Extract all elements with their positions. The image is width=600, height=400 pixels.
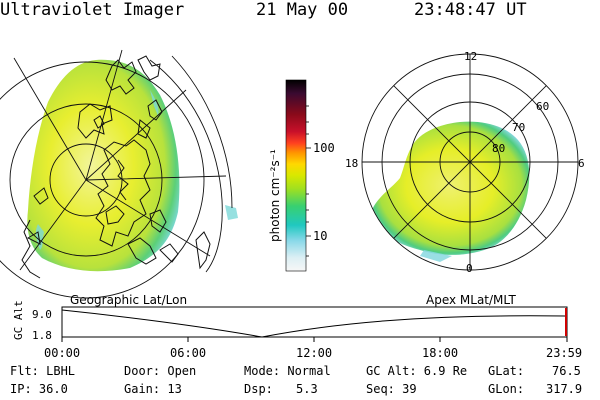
mlt-label-12: 12 <box>464 50 477 63</box>
time-tick-1200: 12:00 <box>296 346 332 360</box>
time-tick-1800: 18:00 <box>422 346 458 360</box>
time-tick-2359: 23:59 <box>546 346 582 360</box>
colorbar-scale <box>285 79 307 272</box>
glon-info: GLon: <box>488 382 525 396</box>
geographic-map <box>0 49 239 299</box>
colorbar-tick-100: 100 <box>313 141 335 155</box>
header: Ultraviolet Imager 21 May 00 23:48:47 UT <box>0 0 570 22</box>
gc-alt-min: 1.8 <box>32 329 52 342</box>
polar-grid <box>361 53 579 271</box>
mode-info: Mode: Normal <box>244 364 331 378</box>
gc-alt-axis-label: GC Alt <box>12 300 25 340</box>
glat-value: 76.5 <box>552 364 581 378</box>
altitude-curve <box>61 309 567 338</box>
geographic-label: Geographic Lat/Lon <box>70 293 187 307</box>
image-date: 21 May 00 <box>256 0 349 20</box>
coastlines <box>21 55 211 279</box>
auroral-emission-geo <box>27 59 180 272</box>
glat-info: GLat: <box>488 364 525 378</box>
filter-info: Flt: LBHL <box>10 364 76 378</box>
mlt-label-6: 6 <box>578 157 585 170</box>
polar-plot: 12 18 6 0 60 70 80 <box>345 50 585 275</box>
colorbar-unit: photon cm⁻²s⁻¹ <box>268 149 282 242</box>
colorbar-tick-10: 10 <box>313 229 327 243</box>
apex-label: Apex MLat/MLT <box>426 293 516 307</box>
time-tick-0600: 06:00 <box>170 346 206 360</box>
dsp-value: 5.3 <box>296 382 318 396</box>
ip-info: IP: 36.0 <box>10 382 68 396</box>
time-tick-0000: 00:00 <box>44 346 80 360</box>
altitude-timeline: GC Alt 9.0 1.8 00:00 06:00 12:00 18:00 2… <box>12 300 582 360</box>
mlat-label-60: 60 <box>536 100 549 113</box>
image-time: 23:48:47 UT <box>414 0 527 20</box>
gain-info: Gain: 13 <box>124 382 182 396</box>
dsp-info: Dsp: <box>244 382 273 396</box>
mlat-label-80: 80 <box>492 142 505 155</box>
mlat-label-70: 70 <box>512 121 525 134</box>
gc-alt-max: 9.0 <box>32 308 52 321</box>
colorbar: 100 10 photon cm⁻²s⁻¹ <box>268 79 335 272</box>
instrument-title: Ultraviolet Imager <box>0 0 185 20</box>
mlt-label-0: 0 <box>466 262 473 275</box>
gc-alt-info: GC Alt: 6.9 Re <box>366 364 468 378</box>
seq-info: Seq: 39 <box>366 382 417 396</box>
door-info: Door: Open <box>124 364 197 378</box>
mlt-label-18: 18 <box>345 157 358 170</box>
lat-lon-grid <box>0 49 233 299</box>
glon-value: 317.9 <box>546 382 583 396</box>
